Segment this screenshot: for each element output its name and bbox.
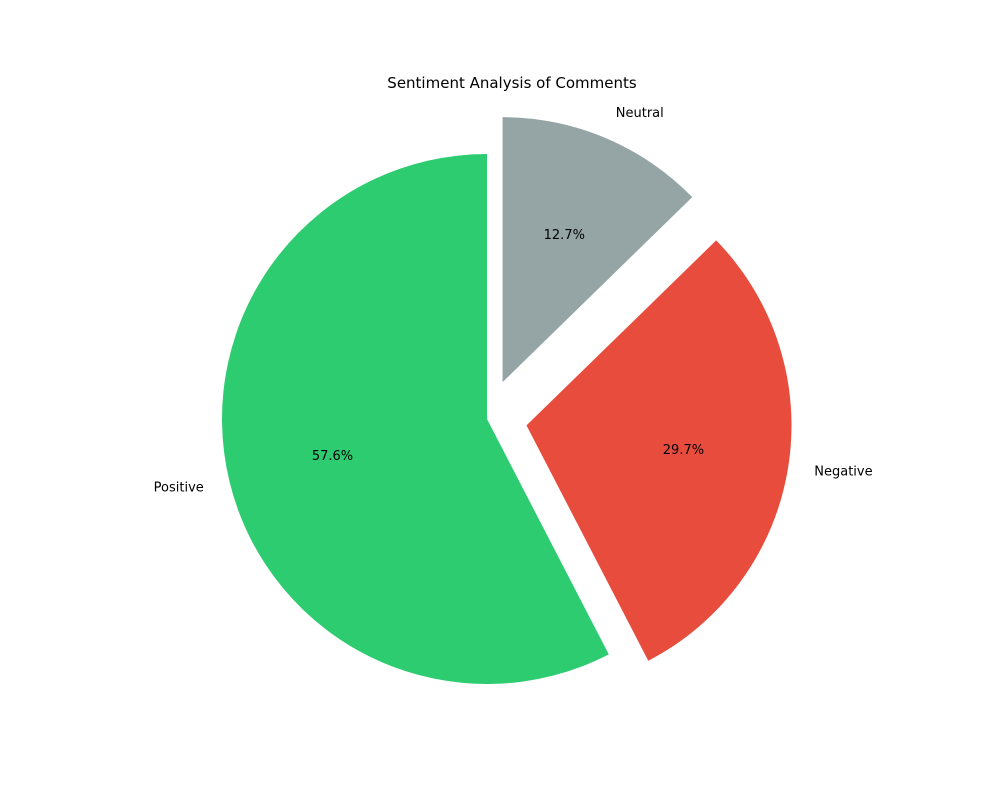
chart-title: Sentiment Analysis of Comments (387, 74, 637, 92)
slice-label-negative: Negative (814, 464, 872, 479)
pct-label-negative: 29.7% (663, 443, 704, 458)
pct-label-neutral: 12.7% (544, 228, 585, 243)
pie-slices (222, 117, 792, 684)
pie-slice-neutral (502, 117, 693, 383)
pct-label-positive: 57.6% (312, 449, 353, 464)
slice-label-positive: Positive (154, 480, 204, 495)
pie-slice-positive (222, 154, 609, 684)
slice-label-neutral: Neutral (616, 106, 664, 121)
pie-labels: 12.7% Neutral 29.7% Negative 57.6% Positive (154, 106, 873, 495)
pie-slice-negative (526, 240, 792, 661)
